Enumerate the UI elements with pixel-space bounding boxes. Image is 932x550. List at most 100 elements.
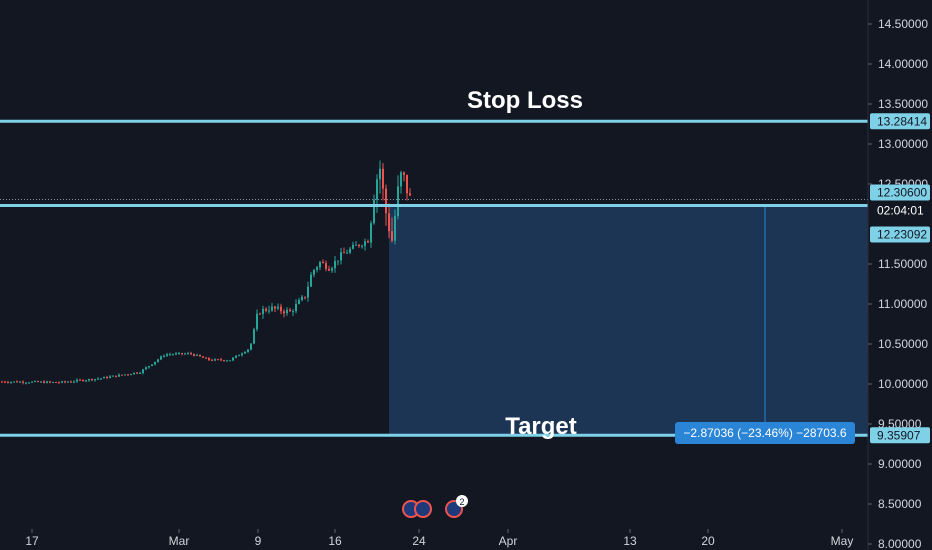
event-flag-icon[interactable]: [414, 500, 432, 518]
y-tick-label: 11.00000: [878, 297, 927, 311]
candles: [1, 160, 411, 385]
price-axis: 14.5000014.0000013.5000013.0000012.50000…: [868, 17, 928, 550]
candle-body: [43, 381, 45, 384]
y-tick-label: 10.50000: [878, 337, 928, 351]
candle-body: [331, 268, 333, 271]
candle-body: [52, 382, 54, 384]
candle-body: [244, 351, 246, 354]
candle-body: [94, 379, 96, 381]
candle-body: [334, 260, 336, 269]
candle-body: [217, 359, 219, 361]
event-count-badge: [456, 495, 468, 507]
candle-body: [385, 188, 387, 214]
candle-body: [100, 378, 102, 380]
candle-body: [232, 357, 234, 361]
candle-body: [271, 306, 273, 311]
stop-loss-label: Stop Loss: [467, 87, 583, 114]
candle-body: [373, 199, 375, 224]
candle-body: [178, 352, 180, 354]
candle-body: [316, 267, 318, 270]
candle-body: [370, 223, 372, 243]
candle-body: [187, 353, 189, 355]
short-zone[interactable]: [389, 205, 868, 436]
candle-body: [274, 306, 276, 309]
current-price-tag: [870, 184, 930, 201]
candle-body: [46, 381, 48, 384]
y-tick-label: 10.00000: [878, 377, 928, 391]
candle-body: [286, 309, 288, 314]
x-tick-label: Apr: [499, 534, 518, 548]
candle-body: [295, 303, 297, 312]
candle-body: [58, 382, 60, 384]
candle-body: [364, 241, 366, 246]
candle-body: [262, 308, 264, 314]
entry-tag-text: 12.23092: [877, 228, 927, 242]
candle-body: [193, 354, 195, 356]
candle-body: [106, 376, 108, 378]
candle-body: [298, 300, 300, 304]
candle-body: [265, 308, 267, 311]
candle-body: [145, 367, 147, 370]
candle-body: [160, 356, 162, 360]
candle-body: [301, 296, 303, 301]
candle-body: [124, 374, 126, 376]
candle-body: [367, 241, 369, 243]
candle-body: [382, 168, 384, 189]
target-tag: [870, 427, 930, 444]
candle-body: [394, 216, 396, 241]
candle-body: [118, 374, 120, 377]
candle-body: [313, 269, 315, 275]
candle-body: [346, 252, 348, 254]
candle-body: [115, 375, 117, 377]
candle-body: [208, 357, 210, 360]
x-tick-label: 20: [701, 534, 715, 548]
candle-body: [379, 168, 381, 180]
candle-body: [409, 193, 411, 196]
candle-body: [328, 268, 330, 271]
candle-body: [175, 353, 177, 355]
candle-body: [184, 353, 186, 355]
candle-body: [259, 313, 261, 315]
candle-body: [37, 381, 39, 383]
candle-body: [403, 172, 405, 175]
candle-body: [70, 381, 72, 383]
x-tick-label: 17: [25, 534, 39, 548]
candle-body: [205, 357, 207, 359]
candle-body: [130, 374, 132, 376]
candle-body: [340, 252, 342, 261]
y-tick-label: 11.50000: [878, 257, 927, 271]
candle-body: [196, 354, 198, 356]
y-tick-label: 13.50000: [878, 97, 928, 111]
candle-body: [400, 172, 402, 187]
candle-body: [322, 261, 324, 264]
candle-body: [151, 364, 153, 366]
candle-body: [40, 381, 42, 383]
candle-body: [169, 354, 171, 356]
zone-layer: [389, 205, 868, 436]
candle-body: [211, 359, 213, 361]
x-tick-label: May: [831, 534, 854, 548]
candle-body: [82, 379, 84, 382]
candle-body: [235, 355, 237, 358]
candle-body: [355, 244, 357, 246]
candle-body: [241, 353, 243, 356]
event-count-text: 2: [459, 497, 464, 507]
measure-text: −2.87036 (−23.46%) −28703.6: [683, 426, 847, 440]
current-price-tag-text: 12.30600: [877, 186, 927, 200]
candle-body: [79, 379, 81, 381]
candle-body: [49, 381, 51, 383]
candle-body: [88, 379, 90, 381]
candle-body: [172, 354, 174, 356]
y-tick-label: 14.00000: [878, 57, 928, 71]
candle-body: [28, 382, 30, 384]
candle-body: [154, 361, 156, 365]
countdown-tag: [870, 202, 930, 219]
candle-body: [337, 260, 339, 262]
candle-body: [91, 379, 93, 381]
candle-body: [34, 381, 36, 383]
y-tick-label: 13.00000: [878, 137, 928, 151]
event-badges[interactable]: 2: [402, 495, 468, 518]
candle-body: [157, 359, 159, 362]
candle-body: [250, 343, 252, 350]
